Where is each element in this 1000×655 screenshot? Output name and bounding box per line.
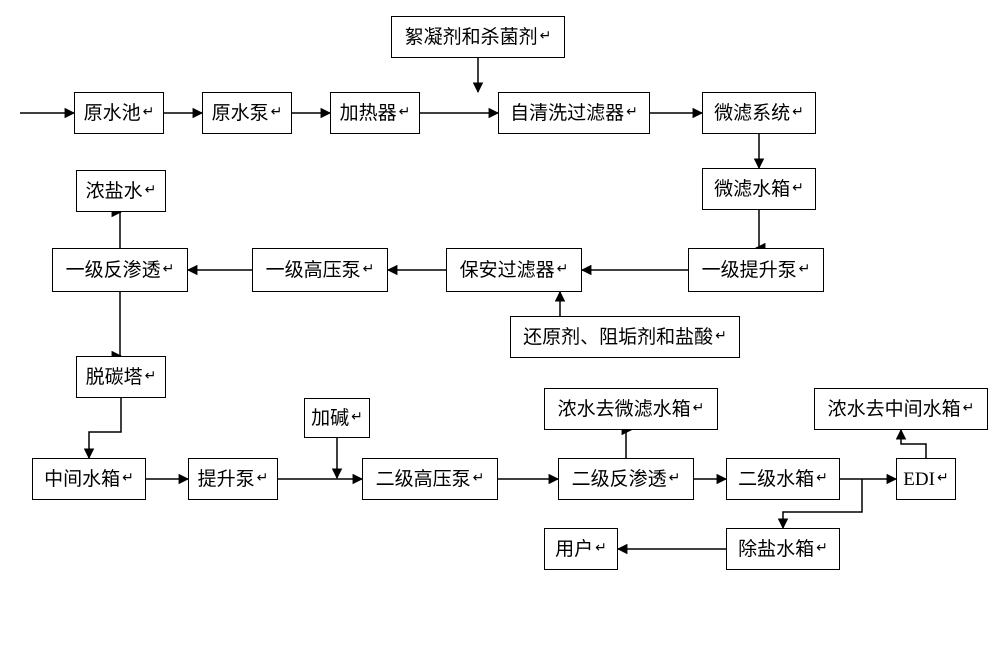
node-label: 二级反渗透 xyxy=(572,470,667,489)
node-label: 微滤水箱 xyxy=(714,180,790,199)
node-reducer: 还原剂、阻垢剂和盐酸↵ xyxy=(510,316,740,358)
node-label: 浓水去中间水箱 xyxy=(828,400,961,419)
node-microsys: 微滤系统↵ xyxy=(702,92,816,134)
return-glyph: ↵ xyxy=(669,472,681,486)
node-label: 原水池 xyxy=(84,104,141,123)
node-label: 浓盐水 xyxy=(86,182,143,201)
node-liftpump: 提升泵↵ xyxy=(188,458,278,500)
node-label: 中间水箱 xyxy=(44,470,120,489)
node-label: 微滤系统 xyxy=(714,104,790,123)
node-rawpump: 原水泵↵ xyxy=(202,92,292,134)
return-glyph: ↵ xyxy=(557,263,569,277)
return-glyph: ↵ xyxy=(122,472,134,486)
node-desalt: 除盐水箱↵ xyxy=(726,528,840,570)
return-glyph: ↵ xyxy=(816,542,828,556)
node-label: 保安过滤器 xyxy=(460,261,555,280)
return-glyph: ↵ xyxy=(715,330,727,344)
return-glyph: ↵ xyxy=(363,263,375,277)
node-label: 原水泵 xyxy=(212,104,269,123)
node-label: 用户 xyxy=(555,540,593,559)
node-heater: 加热器↵ xyxy=(330,92,420,134)
flow-edge xyxy=(89,398,121,458)
node-label: 脱碳塔 xyxy=(86,368,143,387)
node-conc2mid: 浓水去中间水箱↵ xyxy=(814,388,988,430)
return-glyph: ↵ xyxy=(145,184,157,198)
node-decarb: 脱碳塔↵ xyxy=(76,356,166,398)
return-glyph: ↵ xyxy=(351,411,363,425)
node-label: 一级高压泵 xyxy=(266,261,361,280)
node-p2ro: 二级反渗透↵ xyxy=(558,458,694,500)
node-label: 一级反渗透 xyxy=(66,261,161,280)
node-addbase: 加碱↵ xyxy=(304,398,370,438)
flow-edge xyxy=(756,210,759,248)
node-label: 自清洗过滤器 xyxy=(510,104,624,123)
node-label: 二级高压泵 xyxy=(376,470,471,489)
node-p1lift: 一级提升泵↵ xyxy=(688,248,824,292)
node-p2tank: 二级水箱↵ xyxy=(726,458,840,500)
return-glyph: ↵ xyxy=(399,106,411,120)
node-label: 加热器 xyxy=(340,104,397,123)
return-glyph: ↵ xyxy=(473,472,485,486)
return-glyph: ↵ xyxy=(143,106,155,120)
return-glyph: ↵ xyxy=(693,402,705,416)
return-glyph: ↵ xyxy=(626,106,638,120)
return-glyph: ↵ xyxy=(799,263,811,277)
node-rawpool: 原水池↵ xyxy=(74,92,164,134)
node-secfilter: 保安过滤器↵ xyxy=(446,248,582,292)
return-glyph: ↵ xyxy=(271,106,283,120)
return-glyph: ↵ xyxy=(257,472,269,486)
node-label: 除盐水箱 xyxy=(738,540,814,559)
node-label: 加碱 xyxy=(311,409,349,428)
return-glyph: ↵ xyxy=(540,30,552,44)
return-glyph: ↵ xyxy=(792,106,804,120)
node-label: 提升泵 xyxy=(198,470,255,489)
flow-edge xyxy=(120,292,121,356)
flow-edge xyxy=(120,212,121,248)
node-label: EDI xyxy=(903,470,935,489)
return-glyph: ↵ xyxy=(792,182,804,196)
flowchart-stage: 絮凝剂和杀菌剂↵原水池↵原水泵↵加热器↵自清洗过滤器↵微滤系统↵微滤水箱↵一级提… xyxy=(0,0,1000,655)
node-label: 絮凝剂和杀菌剂 xyxy=(405,28,538,47)
return-glyph: ↵ xyxy=(595,542,607,556)
node-user: 用户↵ xyxy=(544,528,618,570)
node-edi: EDI↵ xyxy=(896,458,956,500)
node-p1hp: 一级高压泵↵ xyxy=(252,248,388,292)
flow-edge xyxy=(901,430,926,458)
return-glyph: ↵ xyxy=(145,370,157,384)
return-glyph: ↵ xyxy=(163,263,175,277)
return-glyph: ↵ xyxy=(816,472,828,486)
node-label: 还原剂、阻垢剂和盐酸 xyxy=(523,328,713,347)
node-brine: 浓盐水↵ xyxy=(76,170,166,212)
flow-edge xyxy=(626,430,631,458)
return-glyph: ↵ xyxy=(963,402,975,416)
node-p1ro: 一级反渗透↵ xyxy=(52,248,188,292)
node-midtank: 中间水箱↵ xyxy=(32,458,146,500)
node-selfclean: 自清洗过滤器↵ xyxy=(498,92,650,134)
node-label: 一级提升泵 xyxy=(702,261,797,280)
node-p2hp: 二级高压泵↵ xyxy=(362,458,498,500)
return-glyph: ↵ xyxy=(937,472,949,486)
node-label: 二级水箱 xyxy=(738,470,814,489)
node-label: 浓水去微滤水箱 xyxy=(558,400,691,419)
node-floc: 絮凝剂和杀菌剂↵ xyxy=(391,16,565,58)
node-conc2mf: 浓水去微滤水箱↵ xyxy=(544,388,718,430)
node-microtank: 微滤水箱↵ xyxy=(702,168,816,210)
